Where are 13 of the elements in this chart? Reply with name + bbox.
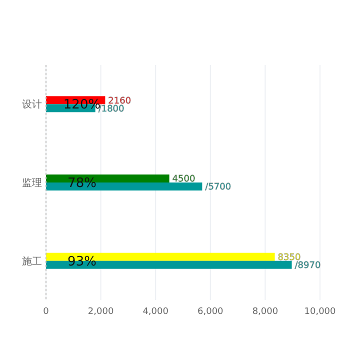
data-label: /1800 (98, 104, 125, 114)
x-tick-label: 10,000 (304, 307, 336, 317)
x-tick-label: 2,000 (88, 307, 114, 317)
x-tick-label: 0 (43, 307, 50, 317)
y-tick-label: 施工 (22, 255, 42, 268)
data-label: 4500 (172, 174, 196, 185)
x-tick-label: 8,000 (252, 307, 278, 317)
data-label: /5700 (205, 182, 232, 193)
y-tick-label: 监理 (22, 177, 42, 189)
x-tick-label: 4,000 (142, 307, 169, 317)
y-tick-label: 设计 (22, 98, 42, 111)
data-label: /8970 (294, 260, 321, 271)
x-tick-label: 6,000 (198, 307, 224, 317)
